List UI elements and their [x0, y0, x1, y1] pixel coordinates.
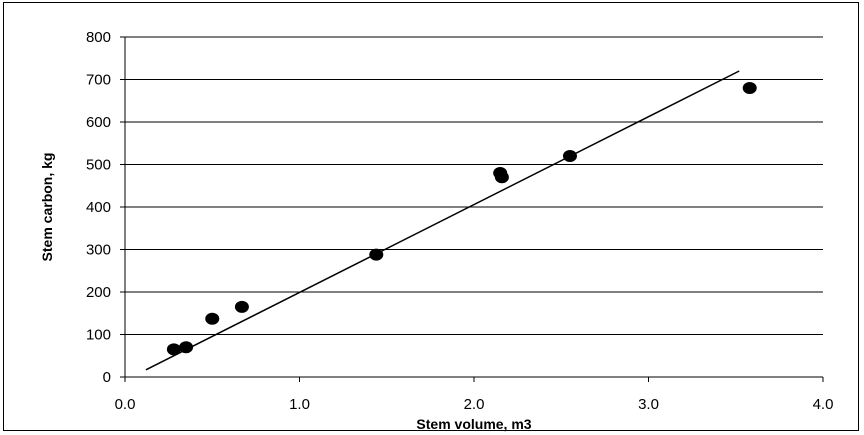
data-point	[742, 82, 757, 94]
y-axis-title: Stem carbon, kg	[39, 153, 55, 262]
trend-line	[145, 70, 740, 371]
y-tick-label: 800	[86, 29, 111, 46]
y-tick-label: 100	[86, 327, 111, 344]
data-point	[234, 300, 249, 313]
x-tick-label: 4.0	[813, 396, 834, 413]
x-axis-title: Stem volume, m3	[416, 416, 531, 432]
data-point	[166, 343, 181, 356]
grid-layer	[125, 36, 823, 335]
x-tick-label: 3.0	[638, 396, 659, 413]
chart-frame	[3, 2, 859, 431]
data-point	[494, 171, 509, 184]
x-tick-label: 2.0	[464, 396, 485, 413]
x-tick-label: 0.0	[115, 396, 136, 413]
data-layer	[145, 70, 757, 371]
x-tick-label: 1.0	[289, 396, 310, 413]
axes-layer: 0 100 200 300 400 500 600 700 800 0.0 1.0 2.0 3.0 4.0	[86, 29, 833, 413]
y-tick-label: 500	[86, 157, 111, 174]
y-tick-label: 200	[86, 284, 111, 301]
y-tick-label: 300	[86, 242, 111, 259]
y-tick-label: 600	[86, 114, 111, 131]
data-point	[205, 312, 220, 325]
y-tick-label: 0	[103, 369, 111, 386]
y-tick-label: 400	[86, 199, 111, 216]
y-tick-label: 700	[86, 72, 111, 89]
data-point	[179, 341, 194, 354]
data-point	[369, 248, 384, 261]
data-point	[562, 150, 577, 162]
